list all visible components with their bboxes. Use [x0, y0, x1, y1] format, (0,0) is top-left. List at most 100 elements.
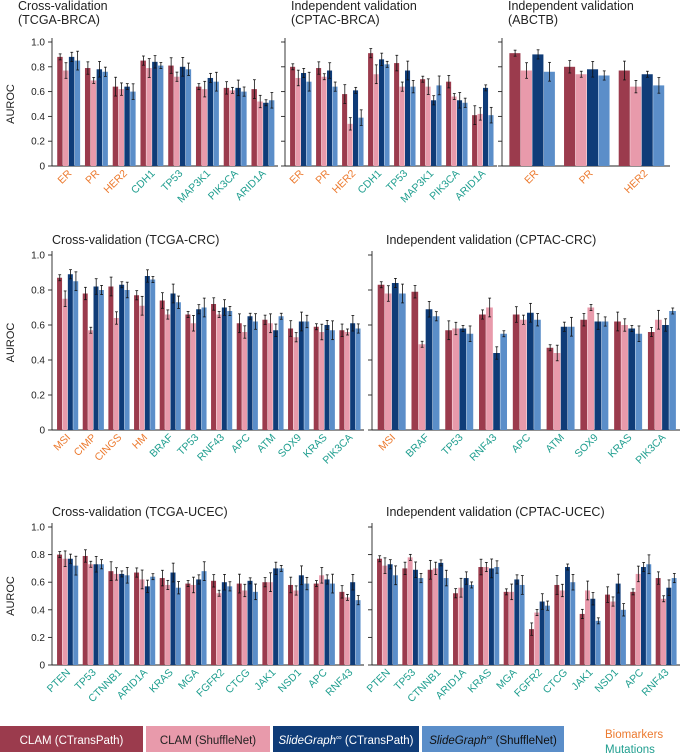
bar-kras-s3 [494, 567, 500, 665]
bar-apc-s0 [236, 323, 242, 430]
y-tick-label: 0.6 [31, 321, 45, 332]
bar-tp53-s3 [98, 564, 104, 665]
bar-rnf43-s3 [227, 311, 233, 430]
bar-er-s0 [509, 53, 521, 166]
bar-pr-s0 [564, 66, 576, 166]
bar-pten-s3 [392, 575, 398, 665]
bar-kras-s2 [628, 328, 636, 430]
bar-msi-s2 [67, 274, 73, 430]
bar-pr-s1 [575, 74, 587, 166]
chart-abctb: Independent validation(ABCTB) ER PR HER2 [498, 0, 670, 196]
chart-title: Independent validation (CPTAC-UCEC) [386, 505, 605, 519]
bar-her2-s0 [618, 70, 630, 166]
bar-kras-s0 [478, 567, 484, 665]
bar-atm-s2 [560, 326, 568, 430]
bar-rnf43-s0 [655, 578, 661, 665]
bar-tp53-s0 [445, 330, 452, 430]
bar-pik3ca-s1 [229, 90, 235, 166]
chart-title: (TCGA-BRCA) [18, 13, 100, 27]
bar-fgfr2-s1 [216, 593, 222, 665]
bar-fgfr2-s3 [227, 586, 233, 665]
x-tick-label: SOX9 [276, 432, 304, 460]
bar-pik3ca-s1 [655, 319, 662, 430]
x-tick-label: ATM [543, 432, 567, 456]
bar-ctcg-s2 [565, 567, 570, 665]
legend-label-italic: SlideGraph [429, 735, 487, 747]
bar-apc-s0 [630, 591, 636, 665]
bar-apc-s3 [534, 319, 541, 430]
bar-mga-s0 [503, 591, 509, 665]
x-tick-label: CINGS [92, 432, 124, 464]
bar-pik3ca-s0 [223, 87, 230, 166]
y-tick-label: 0.4 [31, 605, 45, 616]
bar-arid1a-s3 [488, 115, 494, 166]
bar-ctcg-s1 [242, 590, 248, 665]
bar-er-s2 [68, 56, 75, 166]
bar-rnf43-s1 [661, 598, 666, 665]
bar-braf-s0 [159, 300, 165, 430]
bar-apc-s1 [319, 575, 325, 665]
chart-cptac-crc: Independent validation (CPTAC-CRC) MSI BRA… [368, 233, 680, 467]
y-tick-label: 0.6 [31, 578, 45, 589]
y-tick-label: 0.4 [31, 356, 45, 367]
bar-cdh1-s2 [379, 59, 385, 166]
bar-pten-s3 [73, 565, 79, 665]
x-tick-label: RNF43 [639, 667, 671, 699]
bar-arid1a-s3 [150, 576, 156, 665]
bar-tp53-s0 [402, 568, 408, 665]
bar-sox9-s1 [587, 307, 595, 430]
bar-rnf43-s1 [344, 597, 350, 665]
bar-braf-s2 [425, 309, 433, 430]
bar-arid1a-s2 [144, 586, 150, 665]
bar-pik3ca-s2 [457, 100, 463, 166]
y-tick-label: 0.8 [31, 550, 45, 561]
bar-map3k1-s2 [431, 100, 437, 166]
bar-braf-s3 [175, 302, 181, 430]
bar-rnf43-s0 [479, 314, 486, 430]
bar-pik3ca-s3 [669, 311, 676, 430]
bar-pik3ca-s0 [647, 332, 655, 430]
bar-tp53-s3 [418, 578, 424, 665]
bar-ctnnb1-s3 [443, 578, 449, 665]
bar-her2-s2 [641, 74, 653, 166]
bar-tp53-s0 [168, 65, 174, 166]
chart-title: Independent validation (CPTAC-CRC) [386, 233, 596, 247]
bar-cimp-s1 [88, 330, 94, 430]
bar-er-s0 [57, 56, 63, 166]
y-axis-label: AUROC [5, 84, 17, 124]
bar-cings-s0 [108, 286, 114, 430]
bar-er-s3 [74, 60, 81, 166]
chart-cptac-ucec: Independent validation (CPTAC-UCEC)PTEN T… [365, 505, 680, 705]
x-tick-label: RNF43 [467, 432, 499, 464]
bar-tp53-s1 [174, 76, 180, 166]
bar-map3k1-s0 [195, 86, 202, 166]
legend: CLAM (CTransPath) CLAM (ShuffleNet) SlideG… [0, 726, 663, 756]
bar-tp53-s2 [413, 569, 418, 665]
bar-cdh1-s2 [152, 61, 158, 167]
bar-tp53-s2 [179, 66, 186, 166]
bar-ctcg-s2 [247, 580, 253, 665]
bar-ctnnb1-s2 [438, 562, 444, 665]
bar-pik3ca-s3 [462, 102, 468, 166]
bar-arid1a-s3 [468, 584, 474, 665]
x-tick-label: HER2 [102, 168, 130, 196]
chart-title: Cross-validation (TCGA-UCEC) [52, 505, 228, 519]
bar-kras-s1 [621, 325, 628, 430]
bar-rnf43-s2 [221, 307, 227, 430]
bar-rnf43-s1 [216, 314, 222, 430]
bar-arid1a-s2 [483, 87, 489, 166]
bar-kras-s0 [614, 321, 621, 430]
bar-cdh1-s3 [384, 64, 390, 166]
bar-fgfr2-s2 [539, 601, 545, 665]
x-tick-label: MSI [376, 432, 398, 454]
bar-jak1-s2 [590, 598, 596, 665]
bar-tp53-s2 [196, 309, 202, 430]
bar-pr-s3 [332, 86, 338, 166]
x-tick-label: JAK1 [569, 667, 595, 693]
legend-item: CLAM (ShuffleNet) [146, 726, 270, 752]
bar-er-s3 [306, 81, 312, 166]
bar-tp53-s0 [185, 314, 191, 430]
bar-msi-s3 [73, 281, 79, 430]
bar-nsd1-s1 [610, 601, 616, 665]
